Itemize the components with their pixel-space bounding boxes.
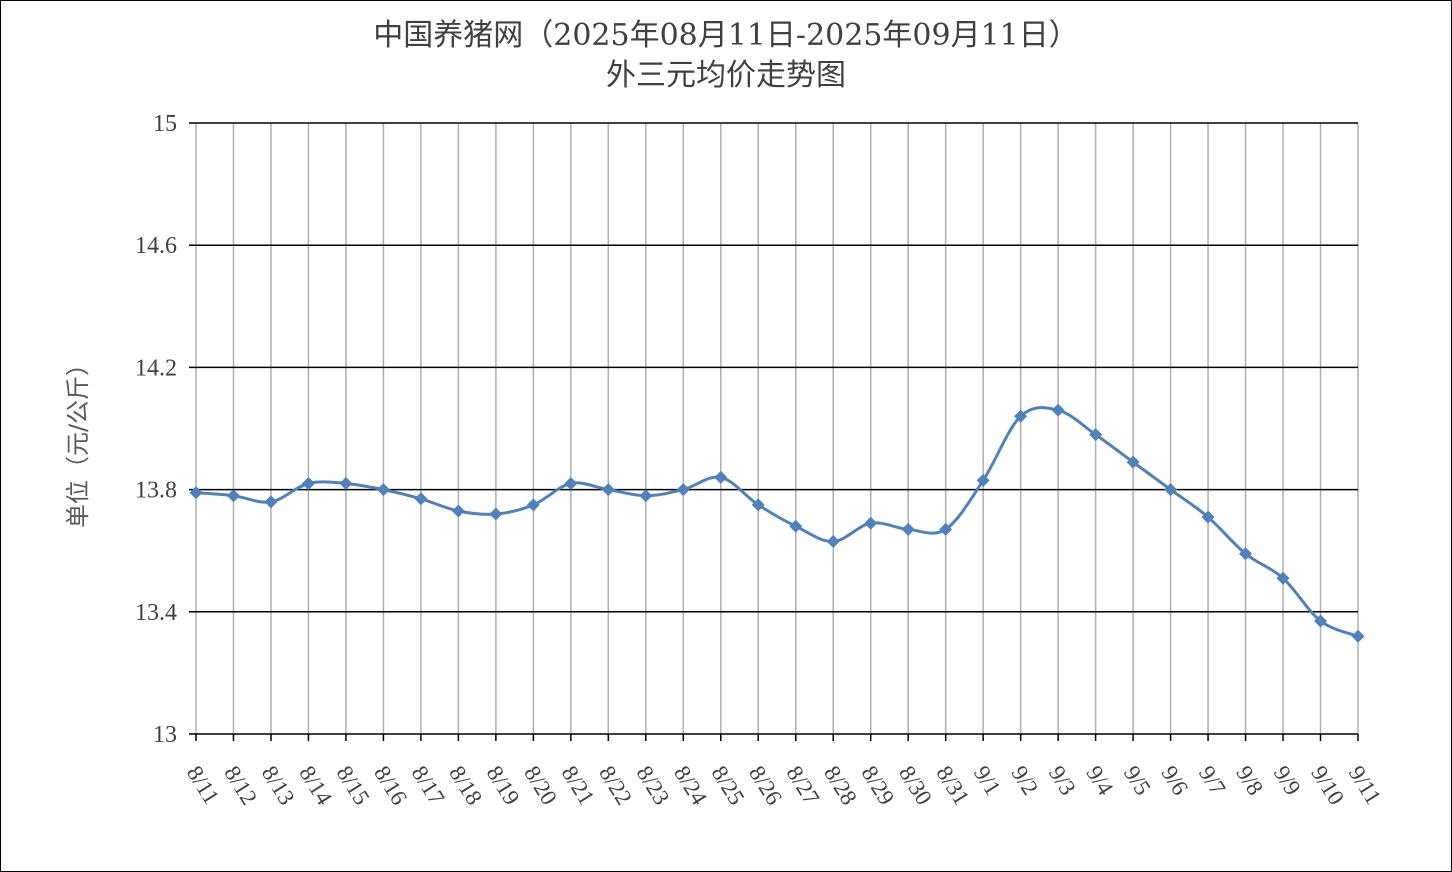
y-tick-label: 13 xyxy=(153,722,177,748)
x-tick-label: 8/24 xyxy=(669,761,712,809)
data-point-marker xyxy=(714,470,728,484)
x-tick-label: 8/27 xyxy=(782,761,825,809)
data-point-marker xyxy=(264,495,278,509)
x-tick-label: 9/2 xyxy=(1006,761,1043,799)
x-tick-label: 9/6 xyxy=(1156,761,1193,799)
y-tick-label: 13.4 xyxy=(135,600,177,626)
data-point-marker xyxy=(226,489,240,503)
x-tick-label: 8/17 xyxy=(407,761,450,809)
x-tick-label: 9/1 xyxy=(969,761,1006,799)
x-tick-label: 8/28 xyxy=(819,761,862,809)
x-tick-label: 9/11 xyxy=(1344,761,1386,808)
data-point-marker xyxy=(826,535,840,549)
x-tick-label: 9/8 xyxy=(1231,761,1268,799)
x-tick-label: 9/3 xyxy=(1044,761,1081,799)
data-point-marker xyxy=(1314,614,1328,628)
x-tick-label: 8/22 xyxy=(594,761,637,809)
x-tick-label: 9/10 xyxy=(1306,761,1349,809)
x-tick-label: 8/21 xyxy=(557,761,600,809)
x-tick-label: 8/30 xyxy=(894,761,937,809)
data-point-marker xyxy=(789,519,803,533)
data-point-marker xyxy=(751,498,765,512)
data-point-marker xyxy=(601,483,615,497)
x-tick-label: 8/20 xyxy=(519,761,562,809)
x-tick-label: 8/25 xyxy=(707,761,750,809)
data-point-marker xyxy=(1239,547,1253,561)
data-point-marker xyxy=(901,522,915,536)
data-point-marker xyxy=(339,476,353,490)
x-tick-label: 8/11 xyxy=(182,761,224,808)
y-tick-label: 15 xyxy=(153,111,177,137)
y-tick-label: 13.8 xyxy=(135,478,177,504)
x-tick-label: 8/12 xyxy=(219,761,262,809)
data-point-marker xyxy=(1164,483,1178,497)
chart-title: 中国养猪网（2025年08月11日-2025年09月11日） 外三元均价走势图 xyxy=(0,16,1452,96)
x-tick-label: 8/14 xyxy=(294,761,337,809)
data-point-marker xyxy=(1126,455,1140,469)
data-point-marker xyxy=(639,489,653,503)
x-tick-label: 8/13 xyxy=(257,761,300,809)
data-point-marker xyxy=(1089,428,1103,442)
chart-title-line1: 中国养猪网（2025年08月11日-2025年09月11日） xyxy=(373,18,1079,53)
data-point-marker xyxy=(564,476,578,490)
data-point-marker xyxy=(676,483,690,497)
y-tick-label: 14.6 xyxy=(135,233,177,259)
chart-title-line2: 外三元均价走势图 xyxy=(606,58,846,93)
data-point-marker xyxy=(414,492,428,506)
data-point-marker xyxy=(526,498,540,512)
data-point-marker xyxy=(1351,629,1365,643)
y-tick-label: 14.2 xyxy=(135,355,177,381)
x-tick-label: 9/9 xyxy=(1269,761,1306,799)
x-tick-label: 8/26 xyxy=(744,761,787,809)
data-point-marker xyxy=(939,522,953,536)
data-point-marker xyxy=(1051,403,1065,417)
data-point-marker xyxy=(451,504,465,518)
x-tick-label: 8/29 xyxy=(856,761,899,809)
data-point-marker xyxy=(301,476,315,490)
x-tick-label: 8/18 xyxy=(444,761,487,809)
data-point-marker xyxy=(1201,510,1215,524)
x-tick-label: 8/31 xyxy=(931,761,974,809)
series-line xyxy=(195,406,1359,638)
x-tick-label: 9/4 xyxy=(1081,761,1118,800)
data-point-marker xyxy=(1276,571,1290,585)
data-point-marker xyxy=(976,473,990,487)
data-point-marker xyxy=(1014,409,1028,423)
data-point-marker xyxy=(189,486,203,500)
x-tick-label: 8/15 xyxy=(332,761,375,809)
x-tick-label: 8/23 xyxy=(632,761,675,809)
data-point-marker xyxy=(864,516,878,530)
data-point-marker xyxy=(376,483,390,497)
x-tick-label: 9/5 xyxy=(1119,761,1156,799)
y-axis-label: 单位（元/公斤） xyxy=(64,352,92,528)
data-point-marker xyxy=(489,507,503,521)
x-tick-label: 8/16 xyxy=(369,761,412,809)
x-tick-label: 8/19 xyxy=(482,761,525,809)
x-tick-label: 9/7 xyxy=(1194,761,1231,799)
